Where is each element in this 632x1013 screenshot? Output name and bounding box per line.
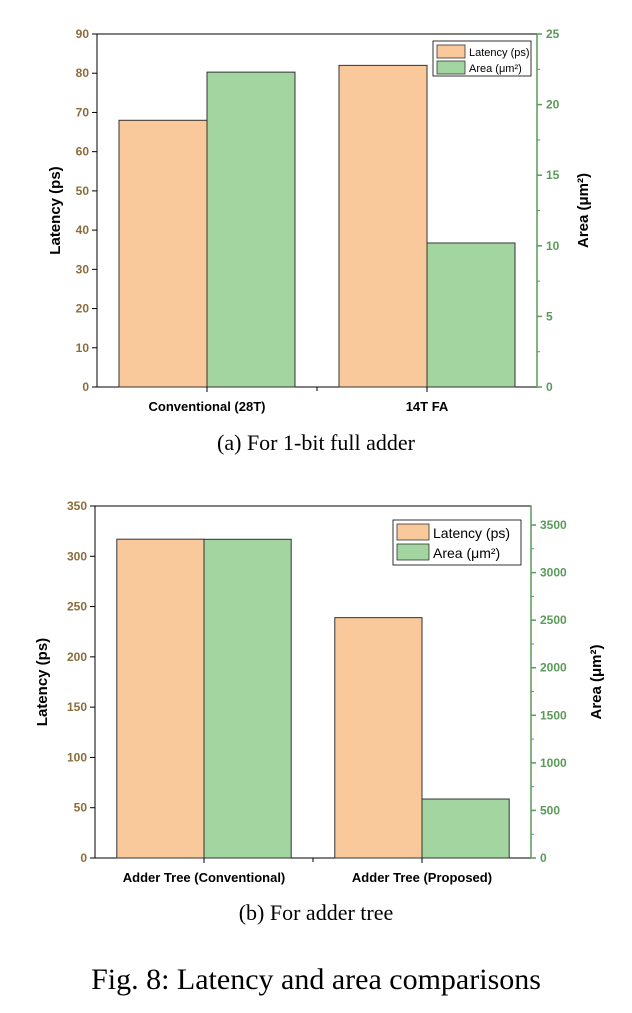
y-tick-left-label: 70 [76,105,90,119]
y-tick-right-label: 500 [540,803,560,817]
bar-area [421,798,510,859]
bar-area [203,538,292,859]
chart-b-caption: (b) For adder tree [238,900,394,925]
y-tick-right-label: 1500 [540,708,567,722]
y-tick-left-label: 300 [67,549,87,563]
y-tick-right-label: 3000 [540,566,567,580]
y-tick-right-label: 1000 [540,756,567,770]
legend-label: Area (μm²) [469,63,522,75]
chart-b: 0501001502002503003500500100015002000250… [34,499,605,885]
y-tick-right-label: 20 [546,98,560,112]
y-axis-title-right: Area (μm²) [575,173,592,248]
legend-label: Latency (ps) [433,525,510,541]
y-axis-title-left: Latency (ps) [47,166,64,254]
bar-area [426,242,516,388]
x-tick-label: Adder Tree (Proposed) [352,870,492,885]
legend-swatch [436,60,466,75]
y-tick-right-label: 25 [546,27,560,41]
y-tick-left-label: 0 [82,380,89,394]
legend-label: Area (μm²) [433,545,500,561]
y-tick-right-label: 5 [546,309,553,323]
bar-latency [118,119,208,388]
y-tick-left-label: 100 [67,750,87,764]
y-tick-left-label: 10 [76,341,90,355]
x-tick-label: Conventional (28T) [148,399,265,414]
y-tick-left-label: 80 [76,66,90,80]
y-tick-right-label: 0 [540,851,547,865]
y-tick-left-label: 50 [74,801,88,815]
y-tick-left-label: 200 [67,650,87,664]
figure-caption: Fig. 8: Latency and area comparisons [91,963,541,996]
y-tick-left-label: 60 [76,145,90,159]
y-tick-right-label: 3500 [540,518,567,532]
y-tick-right-label: 15 [546,168,560,182]
bar-latency [116,538,205,859]
legend-swatch [396,523,430,541]
y-tick-right-label: 0 [546,380,553,394]
x-tick-label: 14T FA [406,399,449,414]
y-tick-right-label: 10 [546,239,560,253]
y-tick-left-label: 350 [67,499,87,513]
chart-a-caption: (a) For 1-bit full adder [217,430,415,455]
bar-latency [334,617,423,859]
y-tick-right-label: 2500 [540,613,567,627]
bar-latency [338,64,428,388]
y-tick-left-label: 250 [67,600,87,614]
y-tick-left-label: 20 [76,302,90,316]
y-tick-right-label: 2000 [540,661,567,675]
y-tick-left-label: 50 [76,184,90,198]
bar-area [206,71,296,388]
legend-swatch [436,44,466,59]
legend-swatch [396,543,430,561]
y-tick-left-label: 40 [76,223,90,237]
y-tick-left-label: 30 [76,262,90,276]
x-tick-label: Adder Tree (Conventional) [123,870,286,885]
legend-label: Latency (ps) [469,47,530,59]
y-tick-left-label: 150 [67,700,87,714]
y-axis-title-right: Area (μm²) [588,644,605,719]
chart-a: 0 10 20 30 40 50 60 70 80 90 0 5 10 15 20 25 Conventiona… [47,27,592,414]
y-axis-title-left: Latency (ps) [34,638,51,726]
y-tick-left-label: 0 [80,851,87,865]
y-tick-left-label: 90 [76,27,90,41]
